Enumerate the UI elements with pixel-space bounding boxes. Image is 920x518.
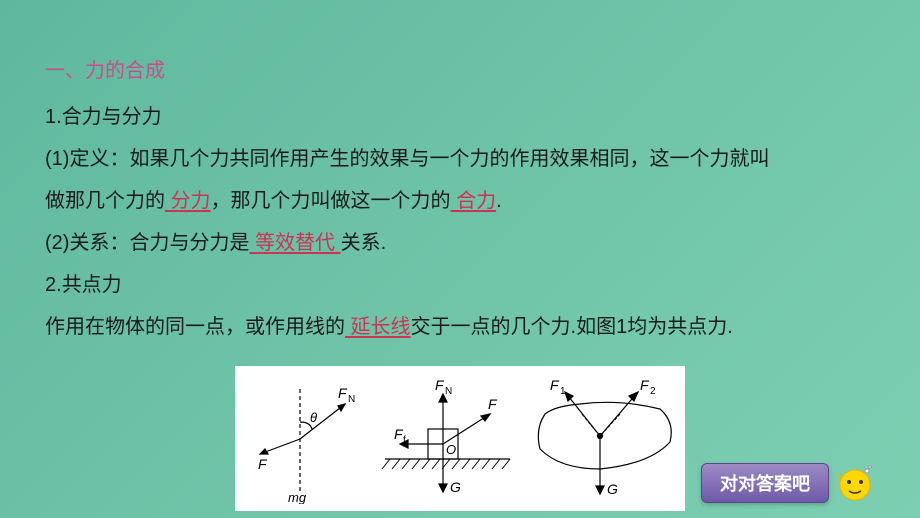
svg-text:2: 2 xyxy=(650,386,656,397)
svg-text:G: G xyxy=(607,481,618,497)
svg-text:F: F xyxy=(435,377,445,393)
answer-button-group: 对对答案吧 xyxy=(701,463,875,503)
item1-2-text-a: 合力与分力是 xyxy=(129,232,249,254)
blank-yanchang: 延长线 xyxy=(345,316,411,338)
svg-text:G: G xyxy=(450,479,461,495)
svg-text:F: F xyxy=(640,377,650,393)
item-1-1-line2: 做那几个力的 分力，那几个力叫做这一个力的 合力. xyxy=(45,180,875,222)
item1-title: 合力与分力 xyxy=(62,106,162,128)
section-title: 一、力的合成 xyxy=(45,50,875,92)
answer-button[interactable]: 对对答案吧 xyxy=(701,463,829,503)
blank-heli: 合力 xyxy=(451,190,497,212)
item-2: 2.共点力 xyxy=(45,264,875,306)
svg-text:1: 1 xyxy=(560,386,566,397)
item1-1-text-d: . xyxy=(496,190,502,212)
item1-1-text-b: 做那几个力的 xyxy=(45,190,165,212)
item1-1-label: 定义： xyxy=(69,148,129,170)
item2-text-b: 交于一点的几个力.如图1均为共点力. xyxy=(411,316,733,338)
item1-1-num: (1) xyxy=(45,148,69,170)
item1-num: 1. xyxy=(45,106,62,128)
svg-text:f: f xyxy=(403,435,406,446)
diagram-3: F 1 F 2 G xyxy=(520,374,680,504)
item-1-1-line1: (1)定义：如果几个力共同作用产生的效果与一个力的作用效果相同，这一个力就叫 xyxy=(45,138,875,180)
svg-text:mg: mg xyxy=(288,490,307,504)
diagram-1: F N F θ mg xyxy=(240,374,370,504)
item2-title: 共点力 xyxy=(62,274,122,296)
figure-box: F N F θ mg xyxy=(235,366,685,511)
svg-text:θ: θ xyxy=(310,410,317,425)
item2-text-a: 作用在物体的同一点，或作用线的 xyxy=(45,316,345,338)
item1-2-label: 关系： xyxy=(69,232,129,254)
svg-text:F: F xyxy=(488,396,498,412)
svg-text:F: F xyxy=(550,377,560,393)
item-1: 1.合力与分力 xyxy=(45,96,875,138)
item1-1-text-a: 如果几个力共同作用产生的效果与一个力的作用效果相同，这一个力就叫 xyxy=(129,148,769,170)
slide-content: 一、力的合成 1.合力与分力 (1)定义：如果几个力共同作用产生的效果与一个力的… xyxy=(45,50,875,511)
thinking-emoji-icon xyxy=(835,463,875,503)
item1-2-text-b: 关系. xyxy=(341,232,387,254)
item-1-2: (2)关系：合力与分力是 等效替代 关系. xyxy=(45,222,875,264)
svg-text:N: N xyxy=(445,386,452,397)
svg-text:O: O xyxy=(446,442,456,457)
svg-text:N: N xyxy=(348,394,355,405)
blank-fenli: 分力 xyxy=(165,190,211,212)
svg-text:F: F xyxy=(258,456,268,472)
diagram-2: F N F F f O G xyxy=(370,374,520,504)
blank-dengxiao: 等效替代 xyxy=(249,232,340,254)
item1-2-num: (2) xyxy=(45,232,69,254)
item2-num: 2. xyxy=(45,274,62,296)
item-2-text: 作用在物体的同一点，或作用线的 延长线交于一点的几个力.如图1均为共点力. xyxy=(45,306,875,348)
svg-text:F: F xyxy=(338,385,348,401)
item1-1-text-c: ，那几个力叫做这一个力的 xyxy=(211,190,451,212)
